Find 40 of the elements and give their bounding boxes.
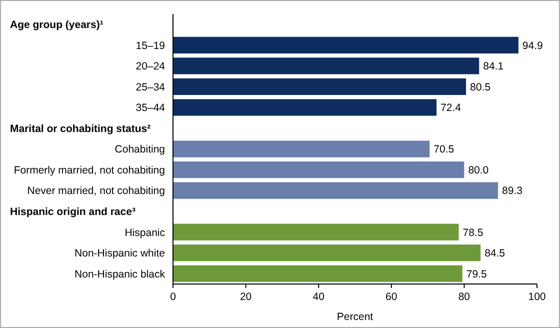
text: Hispanic origin and race³ [10, 206, 136, 218]
y-tick-label: 25–34 [136, 81, 166, 94]
y-tick-label: Non-Hispanic black [74, 268, 166, 280]
text: Marital or cohabiting status² [10, 122, 152, 135]
data-label: 70.5 [434, 144, 454, 156]
bar [173, 140, 430, 158]
bar [173, 224, 459, 240]
y-tick-label: 35–44 [136, 102, 166, 114]
data-label: 84.1 [483, 60, 504, 73]
x-tick-label: 60 [386, 291, 398, 303]
bar [173, 78, 466, 95]
x-tick-label: 20 [240, 291, 252, 303]
y-tick-label: 20–24 [136, 60, 166, 73]
bar [173, 182, 498, 199]
data-label: 78.5 [462, 226, 484, 239]
data-label: 80.5 [470, 81, 491, 94]
data-label: 89.3 [502, 185, 523, 198]
bar [173, 58, 480, 74]
data-label: 94.9 [522, 40, 544, 52]
bar [173, 244, 481, 262]
y-tick-label: Formerly married, not cohabiting [14, 164, 166, 176]
x-tick-label: 80 [458, 291, 470, 303]
y-tick-label: Hispanic [124, 226, 165, 239]
x-axis-title: Percent [336, 311, 374, 323]
y-tick-label: 15–19 [136, 40, 166, 52]
y-tick-label: Cohabiting [114, 144, 166, 156]
text: Age group (years)¹ [10, 19, 104, 32]
x-tick-label: 100 [528, 291, 546, 303]
x-tick-label: 40 [312, 291, 325, 303]
data-label: 80.0 [468, 164, 489, 176]
bar [173, 265, 462, 282]
y-tick-label: Non-Hispanic white [74, 248, 166, 260]
data-label: 79.5 [466, 268, 487, 280]
bar [173, 99, 437, 116]
y-tick-label: Never married, not cohabiting [27, 185, 166, 198]
bar [173, 161, 464, 178]
data-label: 72.4 [440, 102, 462, 114]
bar [173, 36, 518, 54]
data-label: 84.5 [484, 248, 506, 260]
x-tick-label: 0 [170, 291, 176, 303]
